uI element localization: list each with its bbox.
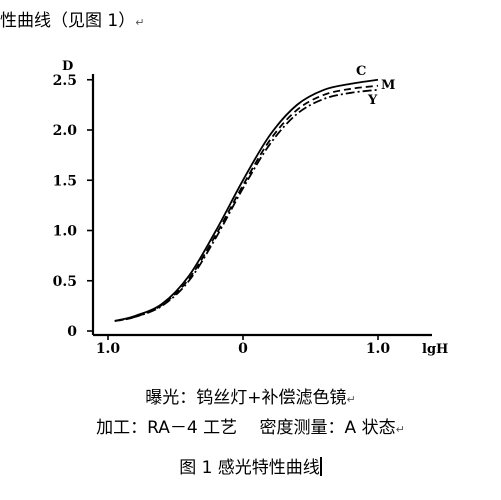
figure-caption-line: 图 1 感光特性曲线: [0, 453, 501, 478]
x-tick-label: 1.0: [96, 341, 121, 357]
section-heading-text: 性曲线（见图 1）: [0, 11, 136, 31]
y-tick-label: 2.5: [53, 73, 77, 89]
figure-caption: 图 1 感光特性曲线: [179, 458, 320, 478]
paragraph-mark-icon: ↵: [135, 16, 145, 29]
y-tick-label: 0: [67, 324, 77, 340]
section-heading: 性曲线（见图 1）↵: [0, 6, 144, 31]
exposure-caption: 曝光：钨丝灯+补偿滤色镜: [145, 388, 347, 408]
processing-caption-line: 加工：RA－4 工艺 密度测量：A 状态↵: [0, 413, 501, 438]
text-cursor: [319, 457, 322, 476]
x-tick-label: 0: [238, 341, 248, 357]
y-tick-label: 2.0: [53, 123, 78, 139]
y-tick-label: 0.5: [53, 274, 77, 290]
curve-label-m: M: [381, 78, 395, 93]
curve-label-c: C: [356, 64, 366, 79]
curve-m: [114, 84, 379, 322]
paragraph-mark-icon: ↵: [346, 393, 356, 406]
y-tick-label: 1.5: [53, 173, 77, 189]
curve-c: [114, 78, 379, 322]
y-tick-label: 1.0: [53, 224, 78, 240]
curve-y: [114, 88, 379, 322]
x-tick-label: 1.0: [366, 341, 391, 357]
curve-label-y: Y: [367, 93, 378, 108]
y-axis-title: D: [62, 59, 73, 74]
x-axis-title: lgH: [422, 342, 448, 357]
exposure-caption-line: 曝光：钨丝灯+补偿滤色镜↵: [0, 383, 501, 408]
paragraph-mark-icon: ↵: [395, 423, 405, 436]
processing-caption: 加工：RA－4 工艺 密度测量：A 状态: [96, 418, 396, 438]
